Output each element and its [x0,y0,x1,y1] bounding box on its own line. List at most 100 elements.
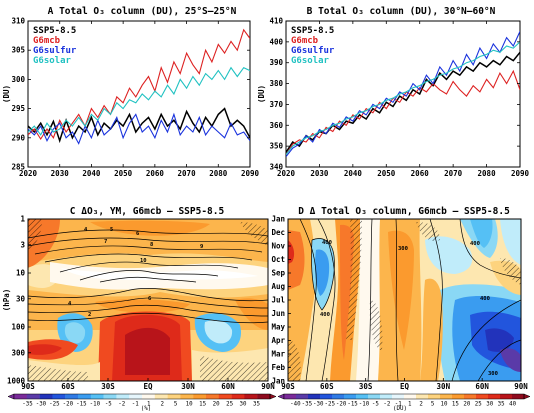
panel-c-colorbar-tick-label: 30 [240,402,247,408]
panel-c-colorbar-tick-label: -15 [76,402,87,408]
panel-c-ytick-label: 3 [20,240,25,249]
panel-d-colorbar-swatch [488,394,501,399]
panel-b-xtick-label: 2090 [511,169,530,178]
panel-d-ytick-label: Dec [271,228,285,237]
panel-b-ytick-label: 380 [269,79,283,88]
panel-d-ytick-label: Oct [271,255,285,264]
panel-b-ylabel: (DU) [257,85,266,103]
panel-d-xtick-label: 90N [514,382,528,391]
panel-b-series-g6solar [286,41,520,155]
panel-d-colorbar-swatch [380,394,393,399]
panel-c-colorbar-max-arrow [269,393,277,400]
panel-d-colorbar-tick-label: -30 [313,402,324,408]
svg-text:4: 4 [84,227,88,233]
panel-c-cross-section: 4 5 6 7 8 9 10 4 2 6 90S 60S 30S EQ 30N 60N 90N 1 3 10 3… [2,215,275,392]
panel-c-colorbar-swatch [116,394,130,399]
panel-b-line-chart: 2020 2030 2040 2050 2060 2070 2080 2090 340 350 36… [257,17,530,179]
panel-b-ytick-label: 370 [269,100,283,109]
svg-text:5: 5 [110,227,113,233]
panel-d-colorbar-tick-label: 25 [475,402,482,408]
panel-d-colorbar-tick-label: -5 [372,402,379,408]
panel-c-colorbar-tick-label: 25 [226,402,233,408]
panel-d-ytick-label: Feb [271,363,285,372]
panel-d-colorbar-tick-label: 15 [452,402,459,408]
panel-d-colorbar-frame [283,393,525,400]
panel-b-xtick-label: 2020 [277,169,296,178]
panel-c-colorbar-tick-label: 5 [174,402,178,408]
panel-b-ytick-label: 340 [269,163,283,172]
panel-c-colorbar-tick-label: -25 [49,402,60,408]
panel-a-ylabel: (DU) [2,85,11,103]
panel-c-colorbar-swatch [193,394,207,399]
panel-c-xtick-label: EQ [143,382,153,391]
panel-a-legend-g6solar: G6solar [33,56,72,66]
panel-c-colorbar-swatch [78,394,91,399]
panel-d-xtick-label: 60S [320,382,334,391]
panel-b-xtick-label: 2040 [344,169,363,178]
panel-c-colorbar-swatch [39,394,53,399]
svg-text:400: 400 [480,296,490,302]
panel-c-colorbar-tick-label: -35 [22,402,33,408]
panel-d-colorbar-tick-label: -2 [383,402,390,408]
panel-d-colorbar-swatch [416,394,429,399]
panel-c-colorbar-tick-label: 1 [147,402,151,408]
panel-c-ylabel: (hPa) [2,289,11,312]
panel-c-colorbar-swatch [26,394,40,399]
svg-text:6: 6 [136,231,140,237]
panel-c-colorbar-tick-label: 20 [213,402,220,408]
panel-d-colorbar-swatch [368,394,381,399]
panel-a-frame [27,20,251,168]
panel-b-ytick-label: 350 [269,142,283,151]
panel-d-colorbar-swatch [296,394,309,399]
panel-c-colorbar-swatch [257,394,271,399]
panel-d-colorbar-tick-label: -40 [290,402,301,408]
svg-text:300: 300 [398,246,408,252]
panel-d-colorbar-swatch [440,394,453,399]
svg-text:400: 400 [320,312,330,318]
panel-d-seasonal-map: 400 400 300 400 400 300 90S 60S 30S EQ 30N 60N 90… [271,215,528,392]
panel-c-colorbar-swatch [206,394,219,399]
panel-d-colorbar-swatch [464,394,477,399]
svg-text:300: 300 [488,371,498,377]
panel-d-colorbar-swatch [428,394,441,399]
panel-d-colorbar-tick-label: -10 [359,402,370,408]
panel-c-colorbar-tick-label: 35 [253,402,260,408]
panel-d-colorbar-tick-label: -20 [336,402,347,408]
panel-b-ytick-label: 400 [269,37,283,46]
panel-c-colorbar-tick-label: -10 [90,402,101,408]
panel-c-colorbar-tick-label: 2 [160,402,164,408]
panel-b-xtick-label: 2080 [478,169,497,178]
panel-a-ytick-label: 310 [11,17,25,26]
panel-d-xtick-label: 30N [437,382,451,391]
panel-d-xtick-label: EQ [400,382,410,391]
panel-d-colorbar-unit: (DU) [393,406,407,412]
panel-d-colorbar-tick-label: 1 [408,402,412,408]
panel-c-ytick-label: 100 [11,323,25,332]
panel-b-legend-g6mcb: G6mcb [291,36,319,46]
panel-b-ytick-label: 410 [269,17,283,26]
panel-d-colorbar-min-arrow [277,393,285,400]
panel-c-colorbar-swatch [103,394,117,399]
svg-text:10: 10 [140,258,147,264]
panel-a-xtick-label: 2030 [51,169,70,178]
panel-d-colorbar-tick-label: 10 [441,402,448,408]
panel-c-ytick-label: 30 [16,294,26,303]
panel-c-xtick-label: 30N [181,382,195,391]
panel-b-legend-g6solar: G6solar [291,56,330,66]
svg-text:4: 4 [68,301,72,307]
panel-d-xtick-label: 30S [359,382,373,391]
panel-b-xtick-label: 2060 [411,169,430,178]
svg-text:2: 2 [88,312,91,318]
panel-d-colorbar-swatch [500,394,513,399]
svg-text:400: 400 [470,241,480,247]
panel-b-title: B Total O₃ column (DU), 30°N–60°N [307,6,496,17]
panel-d-colorbar-swatch [512,394,525,399]
panel-a-xtick-label: 2040 [82,169,101,178]
panel-a-xtick-label: 2050 [114,169,133,178]
panel-c-xtick-label: 90S [21,382,35,391]
panel-c-colorbar-swatch [142,394,155,399]
panel-c-colorbar-frame [13,393,271,400]
panel-c-colorbar-swatch [218,394,232,399]
